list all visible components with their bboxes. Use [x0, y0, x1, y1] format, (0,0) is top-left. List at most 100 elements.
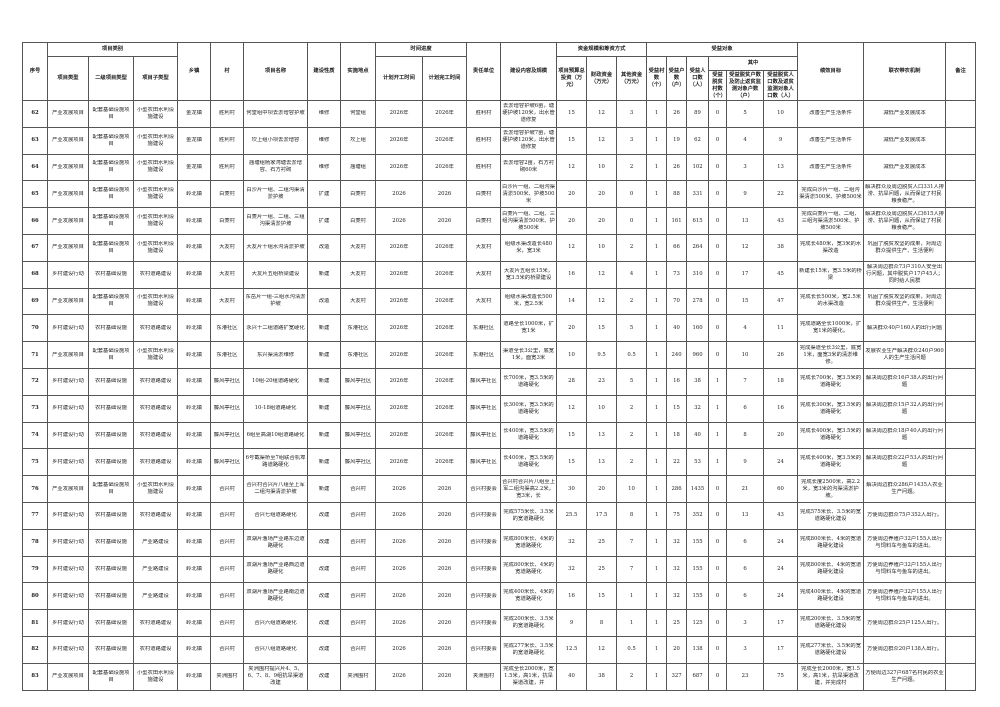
cell-start: 2026	[375, 180, 424, 209]
cell-text: 合兴村合兴片八组至上军二组沟渠高2.2米，宽3米，长	[502, 478, 556, 499]
cell-poor-households: 15	[726, 287, 765, 316]
cell-text: 0	[715, 351, 720, 358]
table-row: 63 产业发展项目 配套基础设施项目 小型农田水利设施建设 金龙镇 胜利村 坎上组小坝去淤增…	[22, 126, 977, 155]
cell-text: 岭北镇	[186, 271, 202, 278]
cell-text: 完成长480米，宽3米的水渠改造	[799, 240, 862, 254]
cell-text: 1	[654, 137, 659, 144]
table-row: 73 乡村建设行动 农村基础设施 农村道路建设 岭北镇 藤风亭社区 10-18组道路硬化 新建…	[22, 394, 977, 423]
cell-text: 0	[715, 485, 720, 492]
cell-text: 73	[673, 271, 680, 278]
cell-village: 合兴村	[210, 555, 245, 584]
cell-goal: 完成长700米，宽3.5米的道路硬化	[797, 367, 865, 396]
cell-text: 东兴渠清淤维修	[256, 351, 295, 358]
cell-location: 合兴村	[340, 609, 377, 637]
cell-total: 15	[556, 100, 588, 128]
cell-seq: 66	[22, 207, 48, 235]
cell-text: 88	[673, 190, 680, 197]
cell-name: 合兴七组道路硬化	[243, 501, 309, 530]
cell-poor-households: 4	[726, 126, 765, 155]
cell-text: 155	[692, 592, 703, 599]
cell-text: 1	[654, 405, 659, 412]
cell-content: 长300米，宽3.5米的道路硬化	[500, 394, 558, 423]
cell-text: 0	[715, 163, 720, 170]
cell-text: 白沙片一组、二组沟渠清淤500米、护坡500米	[502, 183, 556, 204]
cell-text: 东港社区	[347, 351, 369, 358]
cell-mechanism: 解决群众及周边脱贫人口331人排涝、抗旱问题，从而保证了村民粮食稳产。	[863, 180, 947, 209]
cell-text: 扩建	[318, 217, 330, 224]
cell-mechanism: 发展农业生产解决群众240户960人的生产生活问题	[863, 341, 947, 369]
cell-text: 合兴村	[219, 592, 235, 599]
cell-subtype: 农村道路建设	[132, 260, 179, 289]
cell-unit: 大友村	[466, 233, 502, 262]
cell-poor-villages: 0	[708, 287, 728, 316]
cell-end: 2026	[422, 528, 468, 557]
cell-fiscal: 38	[586, 662, 618, 691]
cell-text: 25	[673, 619, 680, 626]
cell-text: 72	[31, 378, 39, 385]
cell-remark	[945, 582, 977, 611]
header-poor-households: 受益脱贫户数及防止返贫监测对象户数（户）	[726, 70, 765, 101]
cell-remark	[945, 180, 977, 209]
cell-other: 4	[616, 260, 648, 289]
cell-text: 1	[629, 592, 634, 599]
cell-text: 18	[673, 431, 680, 438]
cell-text: 78	[31, 539, 39, 546]
cell-seq: 63	[22, 126, 48, 155]
cell-text: 完成277米长、3.5米的宽道路硬化建设	[800, 642, 862, 656]
cell-text: 11	[777, 324, 784, 331]
header-poor-population: 受益脱贫人口数及返贫监测对象人口数（人）	[763, 70, 799, 101]
cell-ben-households: 161	[666, 207, 688, 235]
cell-text: 完成800米长、4米的宽道路硬化建设	[799, 562, 862, 576]
cell-town: 岭北镇	[177, 555, 212, 584]
cell-remark	[945, 233, 977, 262]
cell-ben-population: 89	[686, 100, 710, 128]
cell-poor-villages: 0	[708, 501, 728, 530]
cell-other: 3	[616, 126, 648, 155]
cell-text: 藤风亭社区	[344, 405, 372, 412]
cell-ben-villages: 1	[646, 314, 668, 343]
cell-ben-households: 16	[666, 367, 688, 396]
cell-ben-households: 26	[666, 153, 688, 182]
cell-goal: 完成长480米，宽3米的水渠改造	[797, 233, 865, 262]
cell-poor-villages: 0	[708, 314, 728, 343]
cell-text: 8	[599, 619, 604, 626]
cell-goal: 完成长度2500米，高2.2米，宽3米的沟渠清淤护坡。	[797, 475, 865, 503]
cell-poor-households: 8	[726, 421, 765, 450]
cell-subtype: 农村道路建设	[132, 501, 179, 530]
cell-ben-villages: 1	[646, 367, 668, 396]
cell-text: 2	[629, 431, 634, 438]
cell-type2: 配套基础设施项目	[88, 207, 134, 235]
cell-text: 12	[598, 137, 605, 144]
cell-text: 264	[692, 244, 703, 251]
cell-location: 藤风亭社区	[340, 367, 377, 396]
cell-type: 乡村建设行动	[47, 448, 89, 477]
cell-total: 20	[556, 180, 588, 209]
cell-fiscal: 12	[586, 287, 618, 316]
cell-ben-population: 138	[686, 635, 710, 664]
cell-unit: 白菱村	[466, 207, 502, 235]
cell-type: 产业发展项目	[47, 153, 89, 182]
cell-text: 74	[31, 431, 39, 438]
cell-goal: 完成长400米，宽3.5米的道路硬化	[797, 421, 865, 450]
cell-text: 岭北镇	[186, 592, 202, 599]
cell-poor-villages: 0	[708, 260, 728, 289]
cell-text: 2026年	[435, 378, 454, 385]
cell-end: 2026	[422, 635, 468, 664]
cell-poor-population: 60	[763, 475, 799, 503]
cell-text: 乡村建设行动	[52, 539, 84, 546]
cell-text: 大友村	[350, 244, 366, 251]
cell-seq: 81	[22, 609, 48, 637]
table-row: 70 乡村建设行动 农村基础设施 农村道路建设 岭北镇 东港社区 永兴十二组道路扩宽硬化 新建…	[22, 314, 977, 343]
cell-goal: 完成400米长、4米的宽道路硬化建设	[797, 582, 865, 611]
cell-location: 白菱村	[340, 180, 377, 209]
cell-nature: 改建	[307, 609, 342, 637]
cell-end: 2026	[422, 555, 468, 584]
cell-text: 26	[673, 110, 680, 117]
cell-text: 产业发展项目	[52, 244, 84, 251]
header-type: 项目类型	[47, 56, 89, 101]
cell-text: 长400米，宽3.5米的道路硬化	[503, 455, 554, 469]
cell-text: 藤风亭社区	[213, 405, 241, 412]
cell-location: 合兴村	[340, 635, 377, 664]
cell-remark	[945, 421, 977, 450]
cell-mechanism: 解决周边群众15户32人的出行问题	[863, 394, 947, 423]
